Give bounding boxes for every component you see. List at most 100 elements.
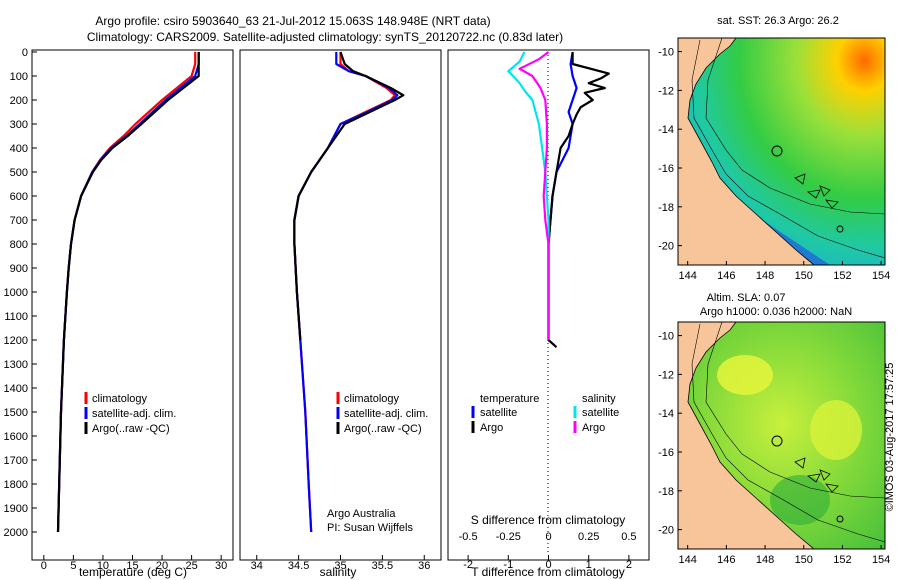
s-tick-label: -0.25 <box>496 531 521 543</box>
x-tick-label: 1 <box>586 559 592 571</box>
y-tick-label: 1800 <box>4 479 28 491</box>
s-tick-label: 0 <box>545 531 551 543</box>
legend-argo-label: Argo(..raw -QC) <box>92 423 170 435</box>
y-tick-label: 1300 <box>4 359 28 371</box>
map-y-tick-label: -14 <box>658 124 674 136</box>
y-tick-label: 1200 <box>4 335 28 347</box>
x-tick-label: -2 <box>463 559 473 571</box>
salinity-legend: climatology satellite-adj. clim. Argo(..… <box>336 392 428 435</box>
map-x-tick-label: 146 <box>717 554 735 566</box>
t-difference-label: T difference from climatology <box>471 565 625 579</box>
reef-islands <box>794 457 839 493</box>
x-tick-label: 36 <box>418 560 430 572</box>
map-y-tick-label: -18 <box>658 202 674 214</box>
temperature-axis-ticks: 0 5 10 15 20 25 30 <box>41 555 227 572</box>
y-tick-label: 2000 <box>4 527 28 539</box>
x-tick-label: 15 <box>126 560 138 572</box>
map-y-tick-label: -12 <box>658 85 674 97</box>
legend-temperature-title: temperature <box>480 393 539 405</box>
s-difference-axis-ticks: -0.5 -0.25 0 0.25 0.5 <box>459 531 637 543</box>
map-x-tick-label: 152 <box>833 270 851 282</box>
legend-s-argo-label: Argo <box>582 422 605 434</box>
map-x-tick-label: 148 <box>756 270 774 282</box>
header-line1: Argo profile: csiro 5903640_63 21-Jul-20… <box>95 14 490 28</box>
s-tick-label: 0.5 <box>621 531 636 543</box>
legend-satellite-label: satellite-adj. clim. <box>92 408 176 420</box>
land-coastline <box>678 38 815 265</box>
legend-satellite-label: satellite-adj. clim. <box>344 408 428 420</box>
s-difference-label: S difference from climatology <box>471 513 626 527</box>
x-tick-label: 5 <box>70 560 76 572</box>
y-tick-label: 200 <box>10 95 28 107</box>
map-y-tick-label: -18 <box>658 486 674 498</box>
sla-high-patch <box>810 400 862 460</box>
y-tick-label: 700 <box>10 215 28 227</box>
depth-axis-ticks: 0 100 200 300 400 500 600 700 800 900 1000 1100 1200… <box>4 47 37 539</box>
land-coastline <box>678 322 815 549</box>
y-tick-label: 500 <box>10 167 28 179</box>
y-tick-label: 600 <box>10 191 28 203</box>
difference-profiles <box>507 51 610 349</box>
map-x-tick-label: 152 <box>833 554 851 566</box>
temperature-xlabel: temperature (deg C) <box>79 565 187 579</box>
map-y-tick-label: -14 <box>658 408 674 420</box>
map-y-tick-label: -16 <box>658 163 674 175</box>
x-tick-label: 2 <box>626 559 632 571</box>
shelf-contour <box>691 39 885 259</box>
legend-climatology-label: climatology <box>92 393 148 405</box>
y-tick-label: 1400 <box>4 383 28 395</box>
y-tick-label: 1700 <box>4 455 28 467</box>
map-marker-small <box>836 515 844 523</box>
s-tick-label: 0.25 <box>578 531 599 543</box>
sla-map-title-2: Argo h1000: 0.036 h2000: NaN <box>700 306 852 318</box>
x-tick-label: 34.5 <box>288 560 309 572</box>
difference-legend: temperature satellite Argo salinity sate… <box>471 393 619 434</box>
s-tick-label: -0.5 <box>459 531 478 543</box>
x-tick-label: 20 <box>156 560 168 572</box>
x-tick-label: 35 <box>334 560 346 572</box>
header-line2: Climatology: CARS2009. Satellite-adjuste… <box>87 30 563 44</box>
sla-map-frame <box>677 321 886 550</box>
sst-map-title: sat. SST: 26.3 Argo: 26.2 <box>717 15 839 27</box>
argo-position-marker <box>771 145 783 157</box>
y-tick-label: 800 <box>10 239 28 251</box>
x-tick-label: 0 <box>41 560 47 572</box>
x-tick-label: 34 <box>251 560 263 572</box>
sla-map-axis-ticks: 144 146 148 150 152 154 -10 -12 -14 -16 -18 -20 <box>658 331 890 566</box>
temperature-legend: climatology satellite-adj. clim. Argo(..… <box>84 392 176 435</box>
y-tick-label: 900 <box>10 263 28 275</box>
deep-contour <box>705 38 885 215</box>
y-tick-label: 1900 <box>4 503 28 515</box>
map-x-tick-label: 154 <box>872 270 890 282</box>
map-x-tick-label: 150 <box>795 270 813 282</box>
map-x-tick-label: 154 <box>872 554 890 566</box>
x-tick-label: 30 <box>215 560 227 572</box>
map-y-tick-label: -12 <box>658 369 674 381</box>
sla-map-panel: Altim. SLA: 0.07 Argo h1000: 0.036 h2000… <box>658 292 890 566</box>
sla-map-title-1: Altim. SLA: 0.07 <box>707 292 786 304</box>
sst-map-panel: sat. SST: 26.3 Argo: 26.2 144 146 148 150 15… <box>658 15 890 282</box>
series-line-argo-raw-qc- <box>56 52 200 533</box>
temperature-profiles <box>56 52 200 533</box>
map-x-tick-label: 150 <box>795 554 813 566</box>
legend-salinity-title: salinity <box>582 393 616 405</box>
map-x-tick-label: 148 <box>756 554 774 566</box>
sst-map-frame <box>677 37 886 266</box>
t-difference-axis-ticks: -2 -1 0 1 2 <box>463 555 632 571</box>
map-y-tick-label: -10 <box>658 331 674 343</box>
sla-low-patch <box>770 475 830 525</box>
y-tick-label: 400 <box>10 143 28 155</box>
map-y-tick-label: -10 <box>658 47 674 59</box>
sst-map-axis-ticks: 144 146 148 150 152 154 -10 -12 -14 -16 -18 -20 <box>658 47 890 282</box>
salinity-axis-ticks: 34 34.5 35 35.5 36 <box>251 555 430 572</box>
series-line-s-argo <box>518 51 550 340</box>
y-tick-label: 0 <box>22 47 28 59</box>
x-tick-label: 10 <box>97 560 109 572</box>
y-tick-label: 1100 <box>4 311 28 323</box>
map-y-tick-label: -20 <box>658 525 674 537</box>
map-x-tick-label: 146 <box>717 270 735 282</box>
map-y-tick-label: -16 <box>658 447 674 459</box>
legend-argo-label: Argo(..raw -QC) <box>344 423 422 435</box>
difference-panel: -2 -1 0 1 2 -0.5 -0.25 0 0.25 0.5 S difference f… <box>447 49 650 579</box>
